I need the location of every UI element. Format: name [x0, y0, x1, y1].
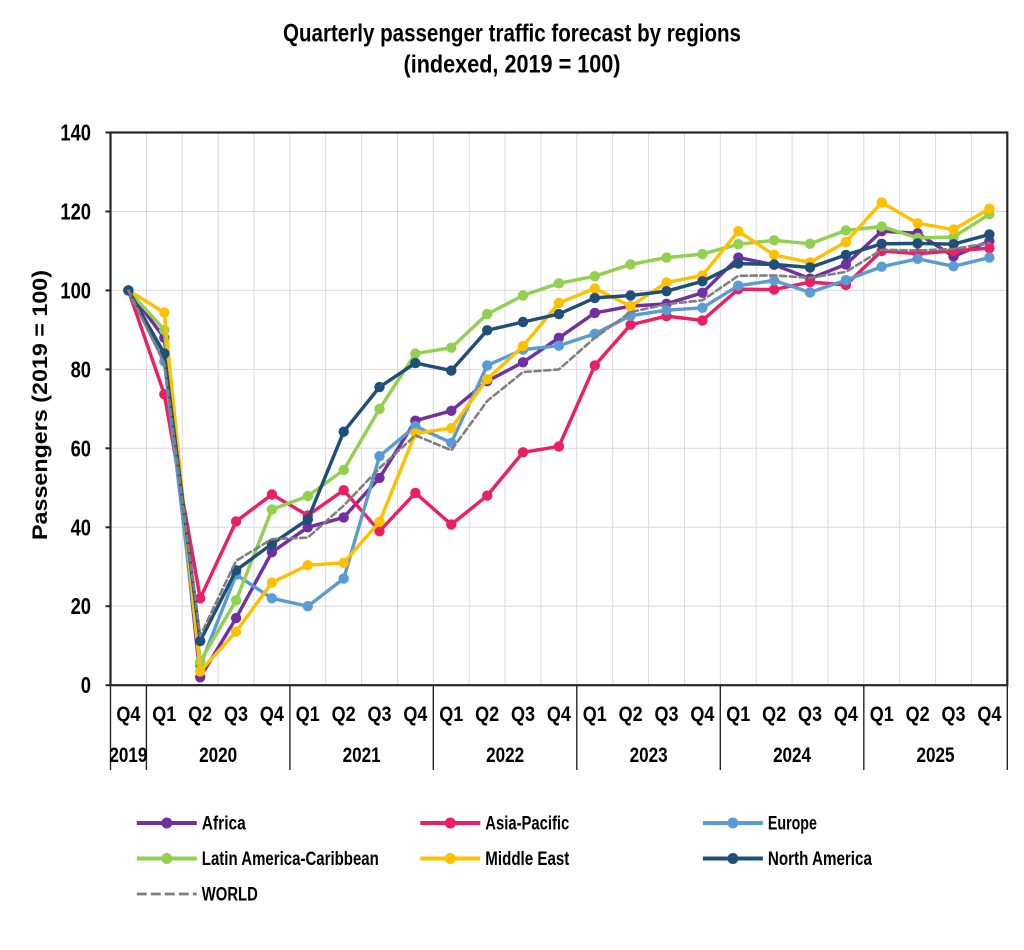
- svg-text:Q4: Q4: [116, 702, 140, 726]
- svg-text:Q2: Q2: [475, 702, 499, 726]
- svg-text:120: 120: [60, 198, 91, 224]
- svg-text:WORLD: WORLD: [202, 885, 258, 906]
- svg-text:Europe: Europe: [768, 814, 817, 835]
- svg-text:Q2: Q2: [619, 702, 643, 726]
- svg-text:Q2: Q2: [906, 702, 930, 726]
- svg-text:Q1: Q1: [726, 702, 750, 726]
- svg-text:140: 140: [60, 120, 91, 146]
- svg-text:Middle East: Middle East: [485, 849, 570, 870]
- svg-text:Q2: Q2: [762, 702, 786, 726]
- svg-text:Asia-Pacific: Asia-Pacific: [485, 814, 569, 835]
- svg-text:Africa: Africa: [202, 814, 246, 835]
- svg-text:Q4: Q4: [260, 702, 284, 726]
- svg-text:2019: 2019: [109, 743, 147, 767]
- svg-text:Q2: Q2: [188, 702, 212, 726]
- svg-text:100: 100: [60, 277, 91, 303]
- svg-text:40: 40: [71, 514, 91, 540]
- svg-text:80: 80: [71, 356, 91, 382]
- svg-text:2021: 2021: [343, 743, 381, 767]
- svg-text:Q3: Q3: [798, 702, 822, 726]
- svg-text:Q1: Q1: [870, 702, 894, 726]
- svg-text:Q3: Q3: [655, 702, 679, 726]
- svg-text:20: 20: [71, 593, 91, 619]
- svg-text:Q3: Q3: [224, 702, 248, 726]
- svg-text:Q4: Q4: [690, 702, 714, 726]
- svg-text:Q1: Q1: [152, 702, 176, 726]
- svg-text:Q4: Q4: [977, 702, 1001, 726]
- svg-text:Passengers (2019 = 100): Passengers (2019 = 100): [29, 270, 52, 540]
- svg-text:2020: 2020: [199, 743, 237, 767]
- svg-text:(indexed, 2019 = 100): (indexed, 2019 = 100): [404, 51, 621, 79]
- svg-text:Q4: Q4: [834, 702, 858, 726]
- svg-text:60: 60: [71, 435, 91, 461]
- svg-text:Q3: Q3: [941, 702, 965, 726]
- svg-text:2022: 2022: [486, 743, 524, 767]
- svg-text:Q4: Q4: [547, 702, 571, 726]
- svg-text:Q1: Q1: [296, 702, 320, 726]
- svg-text:Q4: Q4: [403, 702, 427, 726]
- svg-text:Quarterly passenger traffic fo: Quarterly passenger traffic forecast by …: [283, 20, 741, 48]
- svg-text:2024: 2024: [773, 743, 811, 767]
- svg-text:2025: 2025: [917, 743, 955, 767]
- svg-text:Q3: Q3: [511, 702, 535, 726]
- svg-text:Q1: Q1: [439, 702, 463, 726]
- svg-text:Latin America-Caribbean: Latin America-Caribbean: [202, 849, 379, 870]
- svg-text:2023: 2023: [630, 743, 668, 767]
- svg-text:Q3: Q3: [368, 702, 392, 726]
- svg-text:0: 0: [81, 672, 91, 698]
- svg-text:Q1: Q1: [583, 702, 607, 726]
- svg-text:Q2: Q2: [332, 702, 356, 726]
- svg-text:North America: North America: [768, 849, 872, 870]
